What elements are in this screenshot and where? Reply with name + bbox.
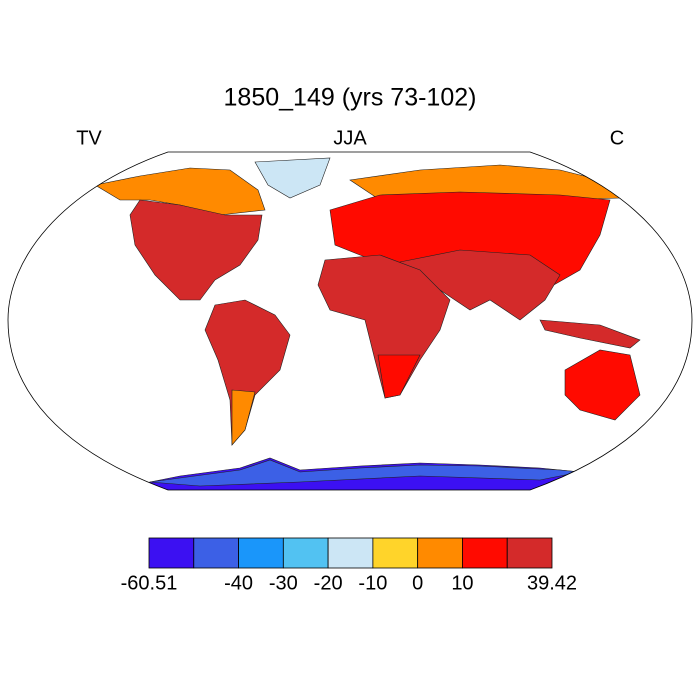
title: 1850_149 (yrs 73-102) — [224, 84, 477, 112]
colorbar-box — [417, 537, 463, 569]
colorbar-label: -20 — [314, 572, 343, 594]
north-america — [129, 199, 263, 301]
colorbar-box — [327, 537, 374, 569]
colorbar-box — [372, 537, 419, 569]
south-america — [204, 299, 291, 446]
colorbar-box — [462, 537, 508, 569]
indonesia — [539, 319, 641, 349]
colorbar-box — [148, 537, 195, 569]
south-america-south — [231, 389, 256, 446]
left-label: TV — [76, 127, 102, 149]
colorbar-box — [238, 537, 284, 569]
colorbar: -60.51 -40 -30 -20 -10 0 10 39.42 — [121, 537, 577, 594]
colorbar-label: 39.42 — [527, 572, 577, 594]
colorbar-box — [282, 537, 329, 569]
colorbar-label: 0 — [412, 572, 423, 594]
greenland — [254, 157, 331, 199]
colorbar-box — [193, 537, 239, 569]
australia — [564, 349, 641, 421]
map — [94, 157, 641, 490]
colorbar-box — [506, 537, 553, 569]
southern-africa — [377, 354, 421, 399]
colorbar-label: -60.51 — [121, 572, 178, 594]
colorbar-label: 10 — [451, 572, 473, 594]
right-label: C — [610, 127, 624, 149]
colorbar-label: -10 — [358, 572, 387, 594]
center-label: JJA — [333, 127, 367, 149]
colorbar-label: -40 — [224, 572, 253, 594]
map-outline — [7, 151, 693, 491]
antarctica-coast — [149, 459, 581, 487]
colorbar-label: -30 — [269, 572, 298, 594]
